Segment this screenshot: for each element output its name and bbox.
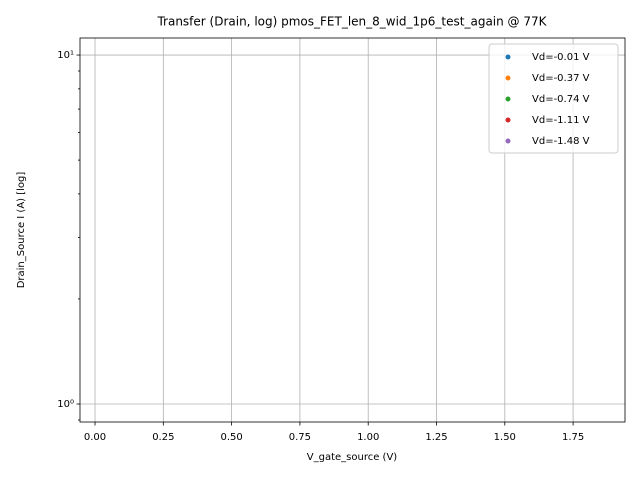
x-axis-label: V_gate_source (V) [307, 452, 398, 463]
legend-label: Vd=-1.11 V [532, 115, 590, 126]
x-tick-label: 1.50 [494, 432, 516, 443]
x-tick-label: 0.75 [289, 432, 311, 443]
legend-box [488, 43, 619, 154]
y-tick-label: 10⁰ [57, 399, 74, 410]
legend-label: Vd=-0.37 V [532, 73, 590, 84]
y-tick-label: 10¹ [57, 50, 74, 61]
x-tick-label: 1.00 [357, 432, 379, 443]
legend-marker [505, 96, 511, 102]
legend-label: Vd=-0.01 V [532, 52, 590, 63]
x-tick-label: 0.50 [220, 432, 242, 443]
legend-label: Vd=-1.48 V [532, 136, 590, 147]
y-axis-label: Drain_Source I (A) [log] [16, 172, 27, 289]
legend-marker [505, 117, 511, 123]
legend-label: Vd=-0.74 V [532, 94, 590, 105]
legend-marker [505, 54, 511, 60]
x-tick-label: 0.00 [84, 432, 106, 443]
chart-title: Transfer (Drain, log) pmos_FET_len_8_wid… [156, 15, 547, 29]
legend-marker [505, 75, 511, 81]
plot-frame [79, 37, 626, 423]
x-tick-label: 0.25 [152, 432, 174, 443]
x-tick-label: 1.75 [562, 432, 584, 443]
x-tick-label: 1.25 [425, 432, 447, 443]
legend-marker [505, 138, 511, 144]
